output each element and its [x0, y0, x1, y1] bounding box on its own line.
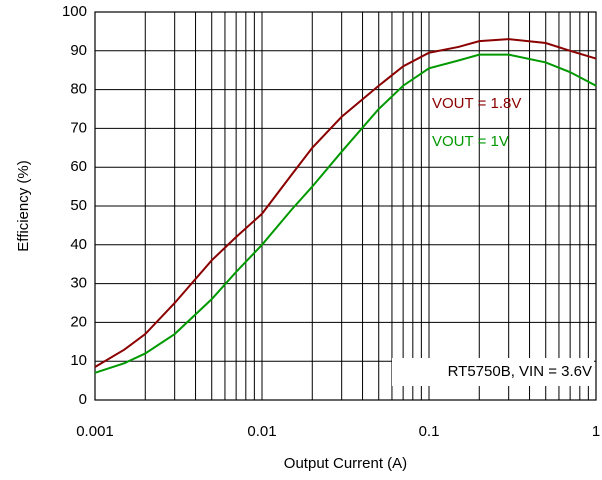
x-tick-label: 1	[592, 423, 600, 440]
x-tick-label: 0.1	[419, 423, 440, 440]
annotation: RT5750B, VIN = 3.6V	[448, 363, 592, 380]
y-tick-label: 40	[70, 236, 87, 253]
legend-label: VOUT = 1V	[432, 133, 509, 150]
plot-frame	[94, 11, 597, 401]
x-tick-label: 0.01	[247, 423, 276, 440]
y-tick-label: 20	[70, 313, 87, 330]
y-tick-label: 30	[70, 275, 87, 292]
series-line	[94, 53, 597, 374]
y-tick-label: 60	[70, 158, 87, 175]
x-axis-label: Output Current (A)	[284, 455, 407, 472]
annotation-box	[392, 358, 594, 386]
y-tick-label: 100	[62, 3, 87, 20]
series-line	[94, 38, 597, 368]
y-tick-label: 0	[79, 391, 87, 408]
y-tick-label: 10	[70, 352, 87, 369]
x-tick-label: 0.001	[76, 423, 114, 440]
y-tick-label: 70	[70, 119, 87, 136]
y-tick-label: 90	[70, 42, 87, 59]
y-axis-label: Efficiency (%)	[15, 160, 32, 251]
y-tick-label: 50	[70, 197, 87, 214]
legend-label: VOUT = 1.8V	[432, 95, 521, 112]
y-tick-label: 80	[70, 81, 87, 98]
